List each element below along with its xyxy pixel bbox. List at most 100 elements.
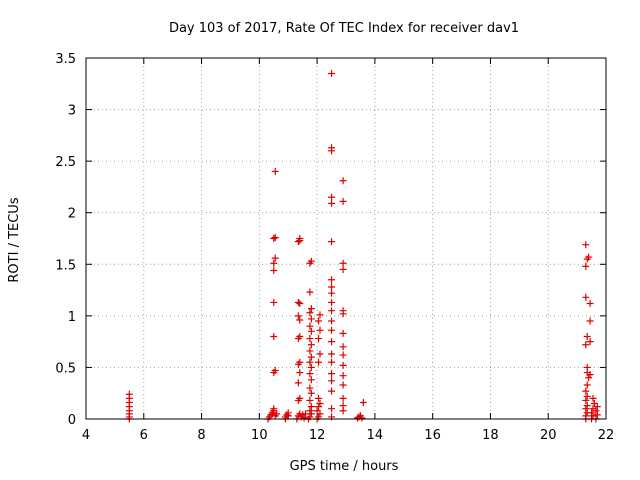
- data-point: [296, 235, 304, 242]
- data-point: [328, 326, 336, 334]
- data-point: [586, 338, 594, 346]
- x-tick-label: 20: [540, 428, 557, 443]
- y-tick-label: 2: [68, 207, 76, 222]
- data-point: [582, 405, 590, 413]
- data-point: [271, 233, 279, 241]
- data-points: [125, 69, 601, 423]
- data-point: [313, 407, 321, 415]
- data-point: [294, 312, 302, 320]
- data-point: [307, 410, 315, 418]
- data-point: [316, 326, 324, 334]
- data-point: [307, 389, 315, 397]
- x-tick-label: 6: [140, 428, 148, 443]
- data-point: [328, 370, 336, 378]
- data-point: [328, 193, 336, 201]
- data-point: [270, 266, 278, 274]
- data-point: [339, 259, 347, 267]
- data-point: [328, 338, 336, 346]
- data-point: [582, 262, 590, 270]
- data-point: [328, 144, 336, 152]
- x-tick-label: 22: [598, 428, 615, 443]
- data-point: [339, 361, 347, 369]
- data-point: [339, 351, 347, 359]
- data-point: [339, 265, 347, 273]
- plot-frame: [85, 57, 607, 420]
- x-tick-label: 16: [424, 428, 441, 443]
- data-point: [316, 400, 324, 408]
- data-point: [583, 381, 591, 389]
- data-point: [296, 358, 304, 366]
- data-point: [582, 341, 590, 349]
- data-point: [358, 414, 366, 422]
- data-point: [339, 343, 347, 351]
- y-tick-label: 0.5: [55, 361, 76, 376]
- data-point: [328, 405, 336, 413]
- data-point: [585, 253, 593, 261]
- data-point: [296, 316, 304, 324]
- y-tick-label: 3.5: [55, 52, 76, 67]
- data-point: [271, 254, 279, 262]
- data-point: [588, 409, 596, 417]
- data-point: [294, 379, 302, 387]
- data-point: [307, 305, 315, 313]
- data-point: [306, 370, 314, 378]
- data-point: [339, 394, 347, 402]
- data-point: [271, 367, 279, 375]
- data-point: [315, 317, 323, 325]
- data-point: [306, 309, 314, 317]
- data-point: [328, 199, 336, 207]
- data-point: [583, 402, 591, 410]
- x-tick-label: 8: [197, 428, 205, 443]
- y-tick-label: 2.5: [55, 155, 76, 170]
- x-tick-label: 14: [367, 428, 384, 443]
- data-point: [125, 390, 133, 398]
- data-point: [339, 307, 347, 315]
- data-point: [593, 411, 601, 419]
- data-point: [306, 396, 314, 404]
- data-point: [583, 392, 591, 400]
- y-tick-label: 1.5: [55, 258, 76, 273]
- data-point: [586, 371, 594, 379]
- data-point: [270, 235, 278, 242]
- x-tick-labels: 4 6 8 10 12 14 16 18 20 22: [82, 428, 614, 443]
- data-point: [316, 350, 324, 358]
- y-tick-label: 0: [68, 413, 76, 428]
- data-point: [307, 315, 315, 323]
- y-tick-label: 3: [68, 104, 76, 119]
- data-point: [328, 358, 336, 366]
- data-point: [306, 322, 314, 330]
- grid-lines: [86, 58, 606, 419]
- data-point: [315, 358, 323, 366]
- data-point: [270, 332, 278, 340]
- data-point: [328, 289, 336, 297]
- data-point: [306, 384, 314, 392]
- data-point: [339, 197, 347, 205]
- data-point: [589, 394, 597, 402]
- x-tick-label: 18: [482, 428, 499, 443]
- data-point: [583, 363, 591, 371]
- data-point: [300, 414, 308, 422]
- data-point: [339, 372, 347, 380]
- data-point: [307, 353, 315, 361]
- data-point: [307, 403, 315, 411]
- data-point: [306, 407, 314, 415]
- data-point: [296, 299, 304, 307]
- data-point: [328, 69, 336, 77]
- data-point: [328, 377, 336, 385]
- data-point: [328, 307, 336, 315]
- data-point: [273, 410, 281, 418]
- data-point: [328, 317, 336, 325]
- y-tick-labels: 0 0.5 1 1.5 2 2.5 3 3.5: [55, 52, 76, 428]
- data-point: [582, 387, 590, 395]
- data-point: [586, 299, 594, 307]
- data-point: [582, 293, 590, 301]
- data-point: [307, 257, 315, 265]
- data-point: [328, 350, 336, 358]
- y-axis-label: ROTI / TECUs: [7, 197, 22, 282]
- data-point: [296, 394, 304, 402]
- data-point: [339, 402, 347, 410]
- data-point: [270, 259, 278, 267]
- x-tick-label: 4: [82, 428, 90, 443]
- data-point: [593, 403, 601, 411]
